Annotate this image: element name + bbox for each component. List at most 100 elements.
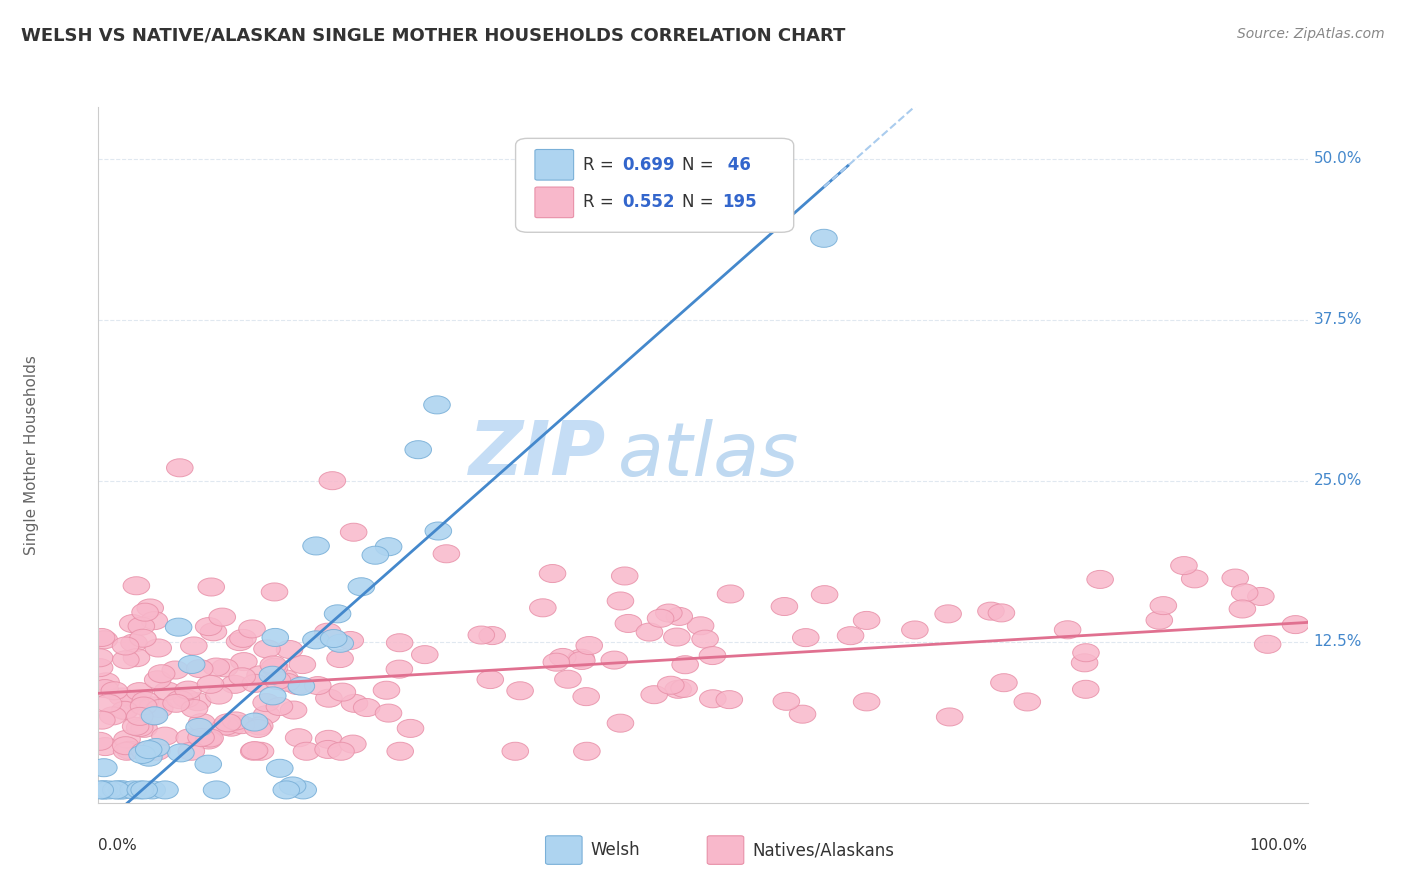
Ellipse shape	[222, 712, 249, 730]
Ellipse shape	[166, 618, 193, 636]
Ellipse shape	[90, 759, 117, 777]
Ellipse shape	[215, 714, 240, 731]
Ellipse shape	[229, 668, 256, 686]
Ellipse shape	[129, 629, 156, 648]
Ellipse shape	[104, 780, 131, 799]
Ellipse shape	[647, 609, 673, 627]
Text: 195: 195	[723, 194, 756, 211]
Ellipse shape	[502, 742, 529, 760]
Ellipse shape	[253, 640, 280, 658]
Ellipse shape	[988, 604, 1015, 622]
Ellipse shape	[120, 780, 146, 799]
Ellipse shape	[181, 699, 208, 717]
Ellipse shape	[1282, 615, 1309, 633]
Ellipse shape	[167, 744, 194, 762]
Ellipse shape	[793, 629, 820, 647]
Ellipse shape	[131, 780, 157, 799]
Ellipse shape	[699, 647, 725, 665]
Ellipse shape	[240, 742, 267, 760]
Ellipse shape	[129, 746, 156, 764]
Ellipse shape	[145, 671, 172, 689]
Ellipse shape	[641, 686, 668, 704]
Text: N =: N =	[682, 156, 720, 174]
Ellipse shape	[149, 665, 174, 682]
Ellipse shape	[666, 607, 693, 625]
Ellipse shape	[1071, 654, 1098, 672]
Text: atlas: atlas	[619, 419, 800, 491]
Ellipse shape	[375, 538, 402, 556]
Ellipse shape	[375, 704, 402, 723]
Ellipse shape	[1146, 611, 1173, 629]
Ellipse shape	[108, 688, 135, 706]
Ellipse shape	[127, 718, 153, 737]
Ellipse shape	[276, 640, 302, 658]
Ellipse shape	[479, 626, 506, 645]
Ellipse shape	[259, 666, 285, 684]
Ellipse shape	[664, 628, 690, 646]
Text: 0.0%: 0.0%	[98, 838, 138, 853]
Ellipse shape	[373, 681, 399, 699]
Ellipse shape	[117, 741, 143, 759]
Ellipse shape	[340, 735, 366, 753]
Ellipse shape	[253, 694, 280, 712]
Text: 0.699: 0.699	[621, 156, 675, 174]
Ellipse shape	[195, 756, 222, 773]
Ellipse shape	[433, 545, 460, 563]
Ellipse shape	[543, 653, 569, 671]
Ellipse shape	[122, 717, 149, 735]
Ellipse shape	[100, 706, 127, 725]
Ellipse shape	[103, 780, 129, 799]
Ellipse shape	[245, 720, 271, 738]
Text: 25.0%: 25.0%	[1313, 473, 1362, 488]
Ellipse shape	[658, 676, 685, 694]
Ellipse shape	[89, 629, 115, 647]
Ellipse shape	[197, 729, 224, 747]
Ellipse shape	[246, 717, 273, 735]
Ellipse shape	[195, 617, 222, 636]
Text: ZIP: ZIP	[470, 418, 606, 491]
Ellipse shape	[112, 637, 139, 655]
Ellipse shape	[179, 742, 205, 760]
Ellipse shape	[607, 714, 634, 732]
Ellipse shape	[108, 780, 135, 799]
FancyBboxPatch shape	[516, 138, 793, 232]
Ellipse shape	[285, 729, 312, 747]
Ellipse shape	[266, 698, 292, 715]
Ellipse shape	[135, 748, 162, 766]
Ellipse shape	[131, 697, 157, 715]
Ellipse shape	[90, 780, 117, 799]
Ellipse shape	[811, 586, 838, 604]
Ellipse shape	[166, 458, 193, 477]
Ellipse shape	[1181, 570, 1208, 588]
Ellipse shape	[127, 707, 153, 725]
Ellipse shape	[264, 672, 291, 690]
Ellipse shape	[315, 731, 342, 748]
Ellipse shape	[267, 759, 292, 777]
Ellipse shape	[176, 729, 202, 747]
Ellipse shape	[387, 660, 413, 678]
Ellipse shape	[342, 694, 368, 713]
Ellipse shape	[86, 732, 112, 750]
Ellipse shape	[212, 717, 239, 735]
Ellipse shape	[197, 675, 224, 693]
Ellipse shape	[319, 472, 346, 490]
Ellipse shape	[111, 701, 138, 719]
Ellipse shape	[247, 665, 273, 684]
Text: 0.552: 0.552	[621, 194, 675, 211]
Ellipse shape	[262, 583, 288, 601]
Ellipse shape	[86, 648, 112, 667]
Ellipse shape	[353, 698, 380, 716]
Ellipse shape	[184, 693, 211, 711]
Text: R =: R =	[583, 156, 619, 174]
Text: Natives/Alaskans: Natives/Alaskans	[752, 841, 894, 859]
Ellipse shape	[91, 738, 118, 756]
Ellipse shape	[600, 651, 627, 669]
Ellipse shape	[280, 777, 307, 795]
Ellipse shape	[328, 634, 353, 652]
Ellipse shape	[231, 653, 257, 671]
Ellipse shape	[195, 729, 222, 747]
Ellipse shape	[180, 637, 207, 655]
Ellipse shape	[349, 578, 374, 596]
Ellipse shape	[239, 620, 266, 638]
Ellipse shape	[262, 658, 288, 676]
